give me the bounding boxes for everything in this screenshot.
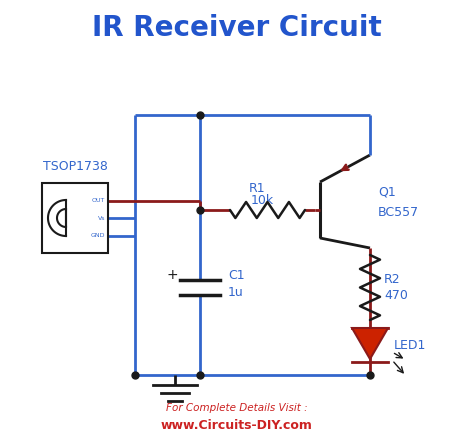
Text: R1: R1 [249, 182, 266, 194]
Text: 1u: 1u [228, 286, 244, 299]
Text: GND: GND [91, 233, 105, 238]
Text: www.Circuits-DIY.com: www.Circuits-DIY.com [161, 418, 313, 432]
Text: BC557: BC557 [378, 206, 419, 218]
Polygon shape [352, 328, 388, 359]
Text: +: + [166, 268, 178, 282]
Text: R2: R2 [384, 273, 401, 286]
Text: For Complete Details Visit :: For Complete Details Visit : [166, 403, 308, 413]
Text: 10k: 10k [251, 194, 274, 206]
Text: LED1: LED1 [394, 339, 427, 352]
Text: TSOP1738: TSOP1738 [43, 160, 108, 173]
Text: 470: 470 [384, 289, 408, 302]
Text: IR Receiver Circuit: IR Receiver Circuit [92, 14, 382, 42]
Text: OUT: OUT [91, 198, 105, 203]
Text: Vs: Vs [98, 215, 105, 221]
Text: Q1: Q1 [378, 186, 396, 198]
Bar [42, 183, 108, 253]
Text: C1: C1 [228, 268, 245, 282]
